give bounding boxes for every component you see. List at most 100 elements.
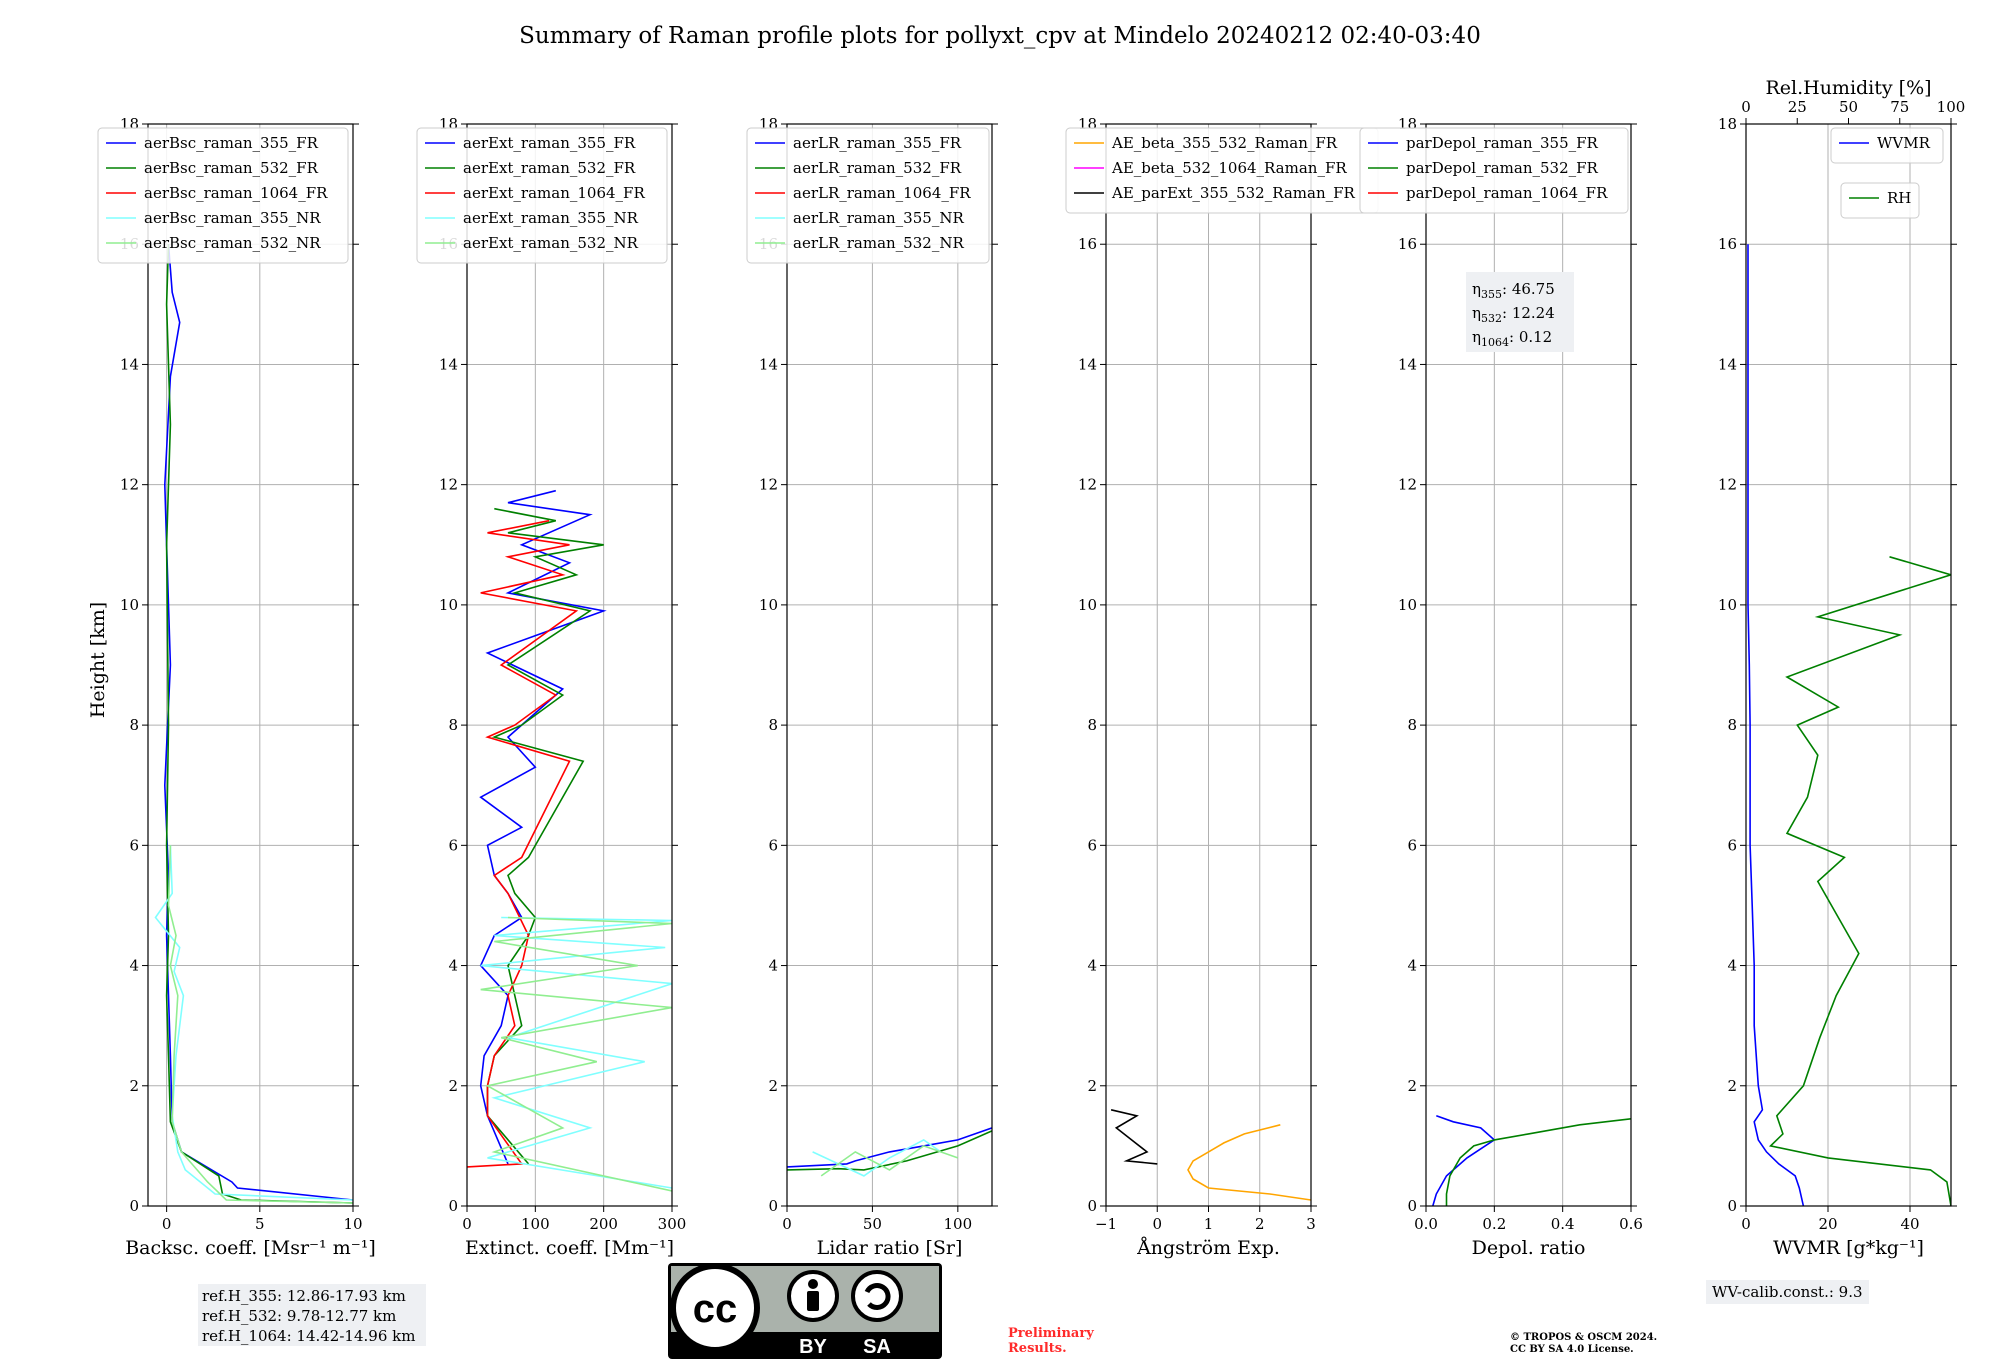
y-tick-label: 8 bbox=[1407, 716, 1417, 734]
legend-entry: aerLR_raman_532_FR bbox=[793, 159, 962, 177]
y-tick-label: 12 bbox=[120, 476, 139, 494]
legend: aerLR_raman_355_FR aerLR_raman_532_FR aerL… bbox=[746, 127, 990, 264]
y-tick-label: 10 bbox=[1398, 596, 1417, 614]
x-tick-label: 100 bbox=[521, 1215, 550, 1233]
x-tick-label: 5 bbox=[255, 1215, 265, 1233]
y-tick-label: 0 bbox=[1087, 1197, 1097, 1215]
y-tick-label: 6 bbox=[768, 836, 778, 854]
y-tick-label: 4 bbox=[768, 957, 778, 975]
legend-entry: AE_parExt_355_532_Raman_FR bbox=[1111, 184, 1356, 202]
y-tick-label: 12 bbox=[1398, 476, 1417, 494]
y-tick-label: 10 bbox=[1078, 596, 1097, 614]
x-tick-label: 20 bbox=[1818, 1215, 1837, 1233]
eta-annotation: η355: 46.75 η532: 12.24 η1064: 0.12 bbox=[1466, 272, 1574, 352]
legend-entry: AE_beta_355_532_Raman_FR bbox=[1111, 134, 1338, 152]
plot-frame bbox=[1425, 123, 1632, 1207]
y-tick-label: 8 bbox=[768, 716, 778, 734]
reference-heights-box: ref.H_355: 12.86-17.93 km ref.H_532: 9.7… bbox=[198, 1284, 426, 1346]
y-tick-label: 2 bbox=[448, 1077, 458, 1095]
legend: AE_beta_355_532_Raman_FR AE_beta_532_1064… bbox=[1065, 127, 1379, 214]
y-tick-label: 14 bbox=[759, 355, 778, 373]
y-tick-label: 4 bbox=[1087, 957, 1097, 975]
share-alike-arrow bbox=[864, 1283, 891, 1310]
y-tick-label: 10 bbox=[120, 596, 139, 614]
y-tick-label: 8 bbox=[1087, 716, 1097, 734]
eta-value: η532: 12.24 bbox=[1472, 304, 1555, 325]
eta-value: η1064: 0.12 bbox=[1472, 328, 1552, 349]
x-tick-label: 0 bbox=[1152, 1215, 1162, 1233]
x-tick-label: 0 bbox=[462, 1215, 472, 1233]
plot-frame bbox=[147, 123, 354, 1207]
series-line-aerExt_raman_532_NR bbox=[480, 916, 672, 1192]
top-tick-label: 25 bbox=[1788, 98, 1807, 116]
x-tick-label: 0.6 bbox=[1619, 1215, 1643, 1233]
y-tick-label: 6 bbox=[129, 836, 139, 854]
series-group bbox=[1747, 244, 1951, 1206]
series-line-aerLR_raman_532_NR bbox=[820, 1145, 959, 1177]
x-tick-label: 40 bbox=[1900, 1215, 1919, 1233]
series-line-WVMR bbox=[1747, 244, 1805, 1206]
x-axis-label: Backsc. coeff. [Msr⁻¹ m⁻¹] bbox=[125, 1237, 376, 1259]
wv-calibration-box: WV-calib.const.: 9.3 bbox=[1706, 1280, 1869, 1304]
ref-height-355: ref.H_355: 12.86-17.93 km bbox=[202, 1287, 406, 1305]
y-tick-label: 6 bbox=[1407, 836, 1417, 854]
y-tick-label: 16 bbox=[1718, 235, 1737, 253]
y-tick-label: 4 bbox=[1727, 957, 1737, 975]
top-tick-label: 0 bbox=[1741, 98, 1751, 116]
legend: aerBsc_raman_355_FR aerBsc_raman_532_FRae… bbox=[97, 127, 349, 264]
x-tick-label: 2 bbox=[1255, 1215, 1265, 1233]
legend-box bbox=[416, 127, 668, 264]
x-axis-label: Depol. ratio bbox=[1472, 1237, 1586, 1259]
top-tick-label: 100 bbox=[1937, 98, 1966, 116]
top-tick-label: 50 bbox=[1839, 98, 1858, 116]
y-tick-label: 0 bbox=[768, 1197, 778, 1215]
y-tick-label: 8 bbox=[129, 716, 139, 734]
series-line-aerLR_raman_355_NR bbox=[812, 1138, 942, 1177]
x-tick-label: 1 bbox=[1204, 1215, 1214, 1233]
legend: parDepol_raman_355_FR parDepol_raman_532_… bbox=[1359, 127, 1629, 214]
y-tick-label: 2 bbox=[1407, 1077, 1417, 1095]
panel-backscatter: 0246810121416180510Backsc. coeff. [Msr⁻¹… bbox=[97, 115, 376, 1259]
preliminary-line-2: Results. bbox=[1008, 1341, 1067, 1356]
y-tick-label: 6 bbox=[1727, 836, 1737, 854]
series-line-AE_parExt_355_532_Raman_FR bbox=[1110, 1109, 1158, 1165]
attribution-head bbox=[808, 1279, 818, 1289]
series-group bbox=[154, 244, 353, 1204]
y-tick-label: 4 bbox=[129, 957, 139, 975]
series-line-aerBsc_raman_355_FR bbox=[163, 244, 353, 1201]
ref-height-532: ref.H_532: 9.78-12.77 km bbox=[202, 1307, 397, 1325]
series-group bbox=[787, 1127, 992, 1177]
legend-entry: aerExt_raman_532_NR bbox=[463, 234, 639, 252]
legend-entry: aerExt_raman_355_FR bbox=[463, 134, 636, 152]
y-tick-label: 0 bbox=[448, 1197, 458, 1215]
legend-entry: aerBsc_raman_355_NR bbox=[144, 209, 321, 227]
x-axis-label: Ångström Exp. bbox=[1136, 1237, 1280, 1259]
legend-entry: aerExt_raman_1064_FR bbox=[463, 184, 645, 202]
eta-value: η355: 46.75 bbox=[1472, 280, 1555, 301]
series-line-parDepol_raman_355_FR bbox=[1432, 1115, 1496, 1206]
x-tick-label: −1 bbox=[1095, 1215, 1117, 1233]
x-tick-label: 0 bbox=[782, 1215, 792, 1233]
panel-extinction: 0246810121416180100200300Extinct. coeff.… bbox=[416, 115, 686, 1259]
panels: 0246810121416180510Backsc. coeff. [Msr⁻¹… bbox=[97, 77, 1965, 1259]
top-axis-label: Rel.Humidity [%] bbox=[1765, 77, 1931, 99]
legend-entry: aerLR_raman_1064_FR bbox=[793, 184, 971, 202]
y-tick-label: 12 bbox=[759, 476, 778, 494]
copyright-note: © TROPOS & OSCM 2024. CC BY SA 4.0 Licen… bbox=[1510, 1332, 1657, 1356]
legend-entry: aerLR_raman_532_NR bbox=[793, 234, 964, 252]
series-group bbox=[1432, 1115, 1631, 1206]
y-tick-label: 6 bbox=[1087, 836, 1097, 854]
series-line-aerExt_raman_355_NR bbox=[480, 916, 672, 1189]
legend-entry: aerBsc_raman_532_FR bbox=[144, 159, 319, 177]
y-tick-label: 14 bbox=[1718, 355, 1737, 373]
legend-entry: RH bbox=[1887, 189, 1911, 207]
y-tick-label: 0 bbox=[1727, 1197, 1737, 1215]
y-tick-label: 14 bbox=[1398, 355, 1417, 373]
x-axis-label: WVMR [g*kg⁻¹] bbox=[1773, 1237, 1924, 1259]
legend-box bbox=[746, 127, 990, 264]
plot-frame bbox=[786, 123, 993, 1207]
series-line-aerBsc_raman_355_NR bbox=[154, 845, 353, 1201]
